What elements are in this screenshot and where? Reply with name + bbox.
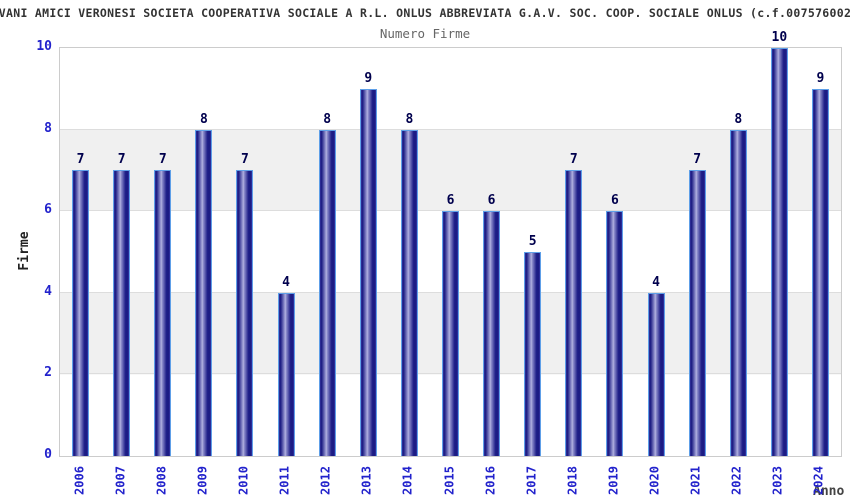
x-tick-label-2006: 2006 (72, 466, 87, 495)
bar-2022 (729, 129, 747, 456)
bar-2023 (770, 48, 788, 456)
y-tick-label-2: 2 (44, 365, 52, 381)
x-tick-label-2016: 2016 (483, 466, 498, 495)
bar-2017 (524, 252, 542, 456)
x-tick-label-2018: 2018 (565, 466, 580, 495)
bar-2020 (647, 292, 665, 456)
bar-2006 (72, 170, 90, 456)
bar-value-label-2015: 6 (446, 193, 455, 209)
bar-2008 (154, 170, 172, 456)
x-tick-label-2015: 2015 (442, 466, 456, 495)
x-tick-label-2011: 2011 (277, 466, 292, 495)
x-tick-label-2020: 2020 (647, 466, 662, 495)
x-tick-label-2022: 2022 (729, 466, 744, 495)
bar-value-label-2019: 6 (610, 193, 619, 209)
bar-2021 (688, 170, 706, 456)
bar-2011 (277, 292, 295, 456)
x-tick-label-2021: 2021 (688, 466, 703, 495)
bar-2015 (442, 211, 459, 456)
x-tick-label-2014: 2014 (400, 466, 415, 495)
bar-value-label-2022: 8 (734, 111, 743, 127)
bar-value-label-2020: 4 (652, 274, 660, 290)
x-tick-label-2013: 2013 (359, 466, 374, 495)
y-tick-label-4: 4 (44, 283, 52, 299)
chart-title: IOVANI AMICI VERONESI SOCIETA COOPERATIV… (0, 6, 850, 20)
bar-value-label-2013: 9 (364, 70, 373, 86)
bar-2012 (318, 129, 336, 456)
x-tick-label-2008: 2008 (154, 466, 169, 495)
x-axis-title: Anno (813, 484, 845, 499)
bar-2014 (400, 129, 418, 456)
bar-value-label-2024: 9 (816, 70, 825, 86)
x-tick-label-2024: 2024 (811, 466, 826, 495)
bar-value-label-2023: 10 (771, 30, 788, 45)
bar-2010 (236, 170, 254, 456)
bar-value-label-2018: 7 (569, 152, 578, 168)
bar-value-label-2011: 4 (282, 274, 290, 290)
bar-2007 (113, 170, 131, 456)
bar-value-label-2006: 7 (76, 152, 85, 168)
bar-2013 (359, 88, 377, 456)
x-tick-label-2019: 2019 (606, 466, 621, 495)
bar-2024 (811, 88, 829, 456)
bar-2019 (606, 211, 624, 456)
bar-value-label-2014: 8 (405, 111, 414, 127)
y-tick-label-0: 0 (44, 447, 52, 462)
y-tick-label-6: 6 (44, 202, 52, 218)
bar-2009 (195, 129, 213, 456)
x-tick-label-2009: 2009 (195, 466, 210, 495)
bar-value-label-2010: 7 (241, 152, 249, 168)
bar-value-label-2017: 5 (528, 234, 537, 249)
bar-value-label-2016: 6 (487, 193, 496, 209)
bar-value-label-2009: 8 (199, 111, 208, 127)
bar-value-label-2012: 8 (323, 111, 332, 127)
y-tick-label-10: 10 (36, 39, 52, 54)
x-tick-label-2010: 2010 (236, 466, 251, 495)
x-tick-label-2023: 2023 (770, 466, 785, 495)
gridline-y8 (60, 128, 841, 130)
bar-value-label-2007: 7 (117, 152, 126, 168)
bar-2018 (565, 170, 583, 456)
x-tick-label-2017: 2017 (524, 466, 539, 495)
gridline-y6 (60, 210, 841, 212)
bar-2016 (483, 211, 501, 456)
chart-subtitle: Numero Firme (379, 26, 471, 41)
y-axis-title: Firme (17, 231, 32, 271)
x-tick-label-2007: 2007 (113, 466, 128, 495)
x-tick-label-2012: 2012 (318, 466, 333, 495)
bar-value-label-2008: 7 (158, 152, 167, 168)
bar-value-label-2021: 7 (693, 152, 702, 168)
y-tick-label-8: 8 (44, 120, 52, 136)
plot-area: 7 7 7 8 7 4 8 9 8 6 6 5 7 6 4 7 8 10 9 (59, 30, 842, 457)
